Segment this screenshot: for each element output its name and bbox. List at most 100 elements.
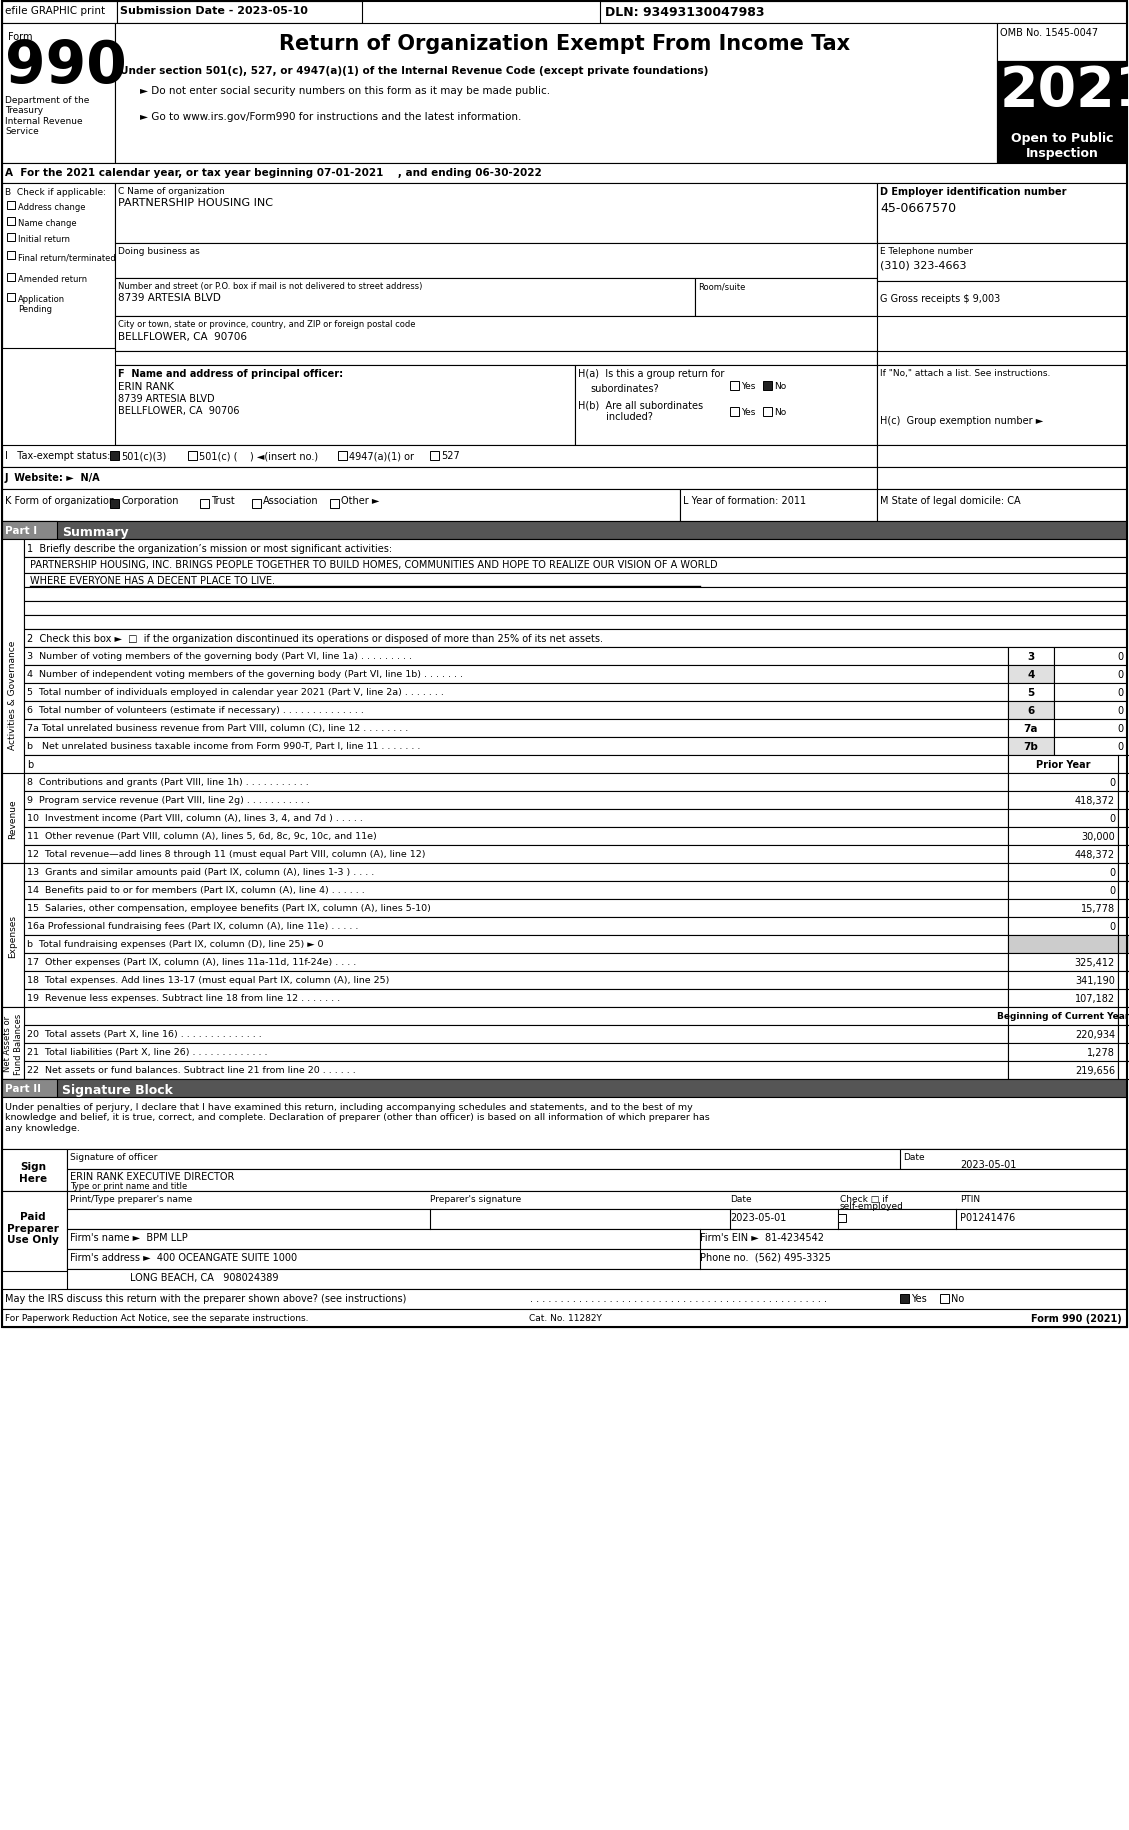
Bar [189,452,196,461]
Bar [1054,701,1127,719]
Bar [2,183,115,350]
Text: b   Net unrelated business taxable income from Form 990-T, Part I, line 11 . . .: b Net unrelated business taxable income … [27,741,420,750]
Bar [67,1191,1127,1210]
Bar [24,864,1008,882]
Text: Open to Public
Inspection: Open to Public Inspection [1010,132,1113,159]
Bar [24,648,1008,666]
Text: 16a Professional fundraising fees (Part IX, column (A), line 11e) . . . . .: 16a Professional fundraising fees (Part … [27,922,358,930]
Text: I   Tax-exempt status:: I Tax-exempt status: [5,450,111,461]
Text: Application
Pending: Application Pending [18,295,65,315]
Bar [1118,1043,1129,1061]
Bar [110,452,119,461]
Text: 0: 0 [1118,651,1124,662]
Bar [1008,648,1054,666]
Text: Date: Date [903,1153,925,1162]
Bar [1054,737,1127,756]
Bar [877,183,1127,243]
Text: No: No [951,1294,964,1303]
Text: 14  Benefits paid to or for members (Part IX, column (A), line 4) . . . . . .: 14 Benefits paid to or for members (Part… [27,886,365,895]
Bar [67,1250,1127,1270]
Bar [24,630,1127,648]
Text: Association: Association [263,496,318,505]
Bar [877,447,1127,468]
Bar [730,408,739,417]
Text: 4  Number of independent voting members of the governing body (Part VI, line 1b): 4 Number of independent voting members o… [27,670,463,679]
Bar [24,827,1008,845]
Text: C Name of organization: C Name of organization [119,187,225,196]
Text: 18  Total expenses. Add lines 13-17 (must equal Part IX, column (A), line 25): 18 Total expenses. Add lines 13-17 (must… [27,975,390,985]
Text: Firm's address ►  400 OCEANGATE SUITE 1000: Firm's address ► 400 OCEANGATE SUITE 100… [70,1252,297,1263]
Text: 5  Total number of individuals employed in calendar year 2021 (Part V, line 2a) : 5 Total number of individuals employed i… [27,688,444,697]
Text: 45-0667570: 45-0667570 [879,201,956,214]
Bar [1008,1043,1118,1061]
Text: Summary: Summary [62,525,129,538]
Text: Sign
Here: Sign Here [19,1162,47,1182]
Text: 4947(a)(1) or: 4947(a)(1) or [349,450,414,461]
Text: subordinates?: subordinates? [590,384,658,393]
Text: Room/suite: Room/suite [698,282,745,291]
Bar [1008,953,1118,972]
Text: 2023-05-01: 2023-05-01 [730,1211,787,1222]
Text: included?: included? [578,412,653,421]
Text: 0: 0 [1109,886,1115,895]
Bar [2,540,24,849]
Text: Firm's EIN ►  81-4234542: Firm's EIN ► 81-4234542 [700,1232,824,1243]
Bar [1118,1025,1129,1043]
Bar [997,128,1127,165]
Text: 6: 6 [1027,706,1034,716]
Text: 5: 5 [1027,688,1034,697]
Bar [2,24,115,165]
Text: Under penalties of perjury, I declare that I have examined this return, includin: Under penalties of perjury, I declare th… [5,1102,710,1133]
Bar [7,234,15,242]
Bar [24,792,1008,809]
Bar [24,882,1008,900]
Text: 1,278: 1,278 [1087,1047,1115,1058]
Bar [1054,648,1127,666]
Text: 3  Number of voting members of the governing body (Part VI, line 1a) . . . . . .: 3 Number of voting members of the govern… [27,651,412,661]
Bar [1118,774,1129,792]
Text: K Form of organization:: K Form of organization: [5,496,119,505]
Bar [1008,666,1054,684]
Text: DLN: 93493130047983: DLN: 93493130047983 [605,5,764,18]
Text: D Employer identification number: D Employer identification number [879,187,1067,198]
Text: 219,656: 219,656 [1075,1065,1115,1076]
Text: Trust: Trust [211,496,235,505]
Bar [24,809,1008,827]
Bar [1054,666,1127,684]
Bar [2,1149,67,1191]
Bar [24,602,1127,615]
Bar [940,1294,949,1303]
Text: No: No [774,382,786,392]
Text: 11  Other revenue (Part VIII, column (A), lines 5, 6d, 8c, 9c, 10c, and 11e): 11 Other revenue (Part VIII, column (A),… [27,831,377,840]
Bar [1118,792,1129,809]
Text: M State of legal domicile: CA: M State of legal domicile: CA [879,496,1021,505]
Bar [24,684,1008,701]
Text: H(c)  Group exemption number ►: H(c) Group exemption number ► [879,415,1043,426]
Bar [877,468,1127,490]
Text: L Year of formation: 2011: L Year of formation: 2011 [683,496,806,505]
Bar [2,447,877,468]
Text: J  Website: ►  N/A: J Website: ► N/A [5,472,100,483]
Bar [115,366,575,447]
Text: Return of Organization Exempt From Income Tax: Return of Organization Exempt From Incom… [280,35,850,53]
Bar [877,351,1127,366]
Text: 13  Grants and similar amounts paid (Part IX, column (A), lines 1-3 ) . . . .: 13 Grants and similar amounts paid (Part… [27,867,374,877]
Bar [1118,900,1129,917]
Text: 501(c)(3): 501(c)(3) [121,450,166,461]
Bar [1118,1008,1129,1025]
Bar [2,774,24,864]
Bar [338,452,347,461]
Bar [115,317,877,351]
Text: 501(c) (    ) ◄(insert no.): 501(c) ( ) ◄(insert no.) [199,450,318,461]
Bar [7,274,15,282]
Bar [1008,756,1129,774]
Bar [7,295,15,302]
Text: 21  Total liabilities (Part X, line 26) . . . . . . . . . . . . .: 21 Total liabilities (Part X, line 26) .… [27,1047,268,1056]
Bar [1118,953,1129,972]
Text: 0: 0 [1109,814,1115,824]
Text: Signature Block: Signature Block [62,1083,173,1096]
Text: H(a)  Is this a group return for: H(a) Is this a group return for [578,370,725,379]
Text: ERIN RANK: ERIN RANK [119,382,174,392]
Text: Corporation: Corporation [121,496,178,505]
Bar [763,382,772,392]
